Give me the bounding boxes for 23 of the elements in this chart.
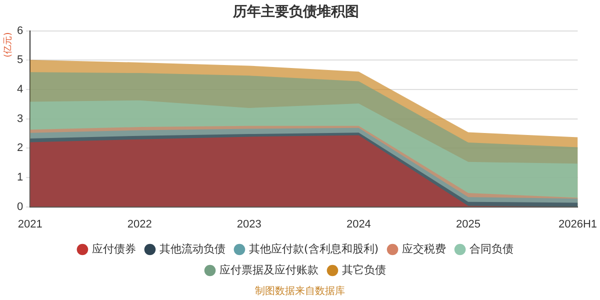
y-axis-title: (亿元) [2,32,14,58]
chart-title: 历年主要负债堆积图 [232,3,359,20]
y-tick-label: 4 [16,84,24,96]
legend-label: 应付债券 [92,242,136,256]
y-tick-label: 6 [16,24,24,37]
legend-label: 其它负债 [342,263,386,276]
text: 制图数据来自数据库 [254,286,346,298]
legend-label: 合同负债 [470,242,514,256]
x-tick-label: 2025 [456,218,480,230]
x-tick-label: 2022 [127,218,152,230]
legend-label: 应交税费 [402,242,446,256]
x-tick-label: 2023 [236,218,262,230]
y-tick-label: 0 [16,200,24,213]
x-tick-label: 2026H1 [558,218,598,230]
legend-label: 其他流动负债 [159,242,226,256]
y-tick-label: 5 [16,54,24,66]
y-tick-label: 3 [16,112,24,125]
x-tick-label: 2024 [346,218,371,230]
y-tick-label: 2 [16,142,24,154]
legend-label: 其他应付款(含利息和股利) [248,242,379,256]
y-tick-label: 1 [16,172,24,184]
legend-label: 应付票据及应付账款 [220,263,318,276]
x-tick-label: 2021 [18,218,42,230]
